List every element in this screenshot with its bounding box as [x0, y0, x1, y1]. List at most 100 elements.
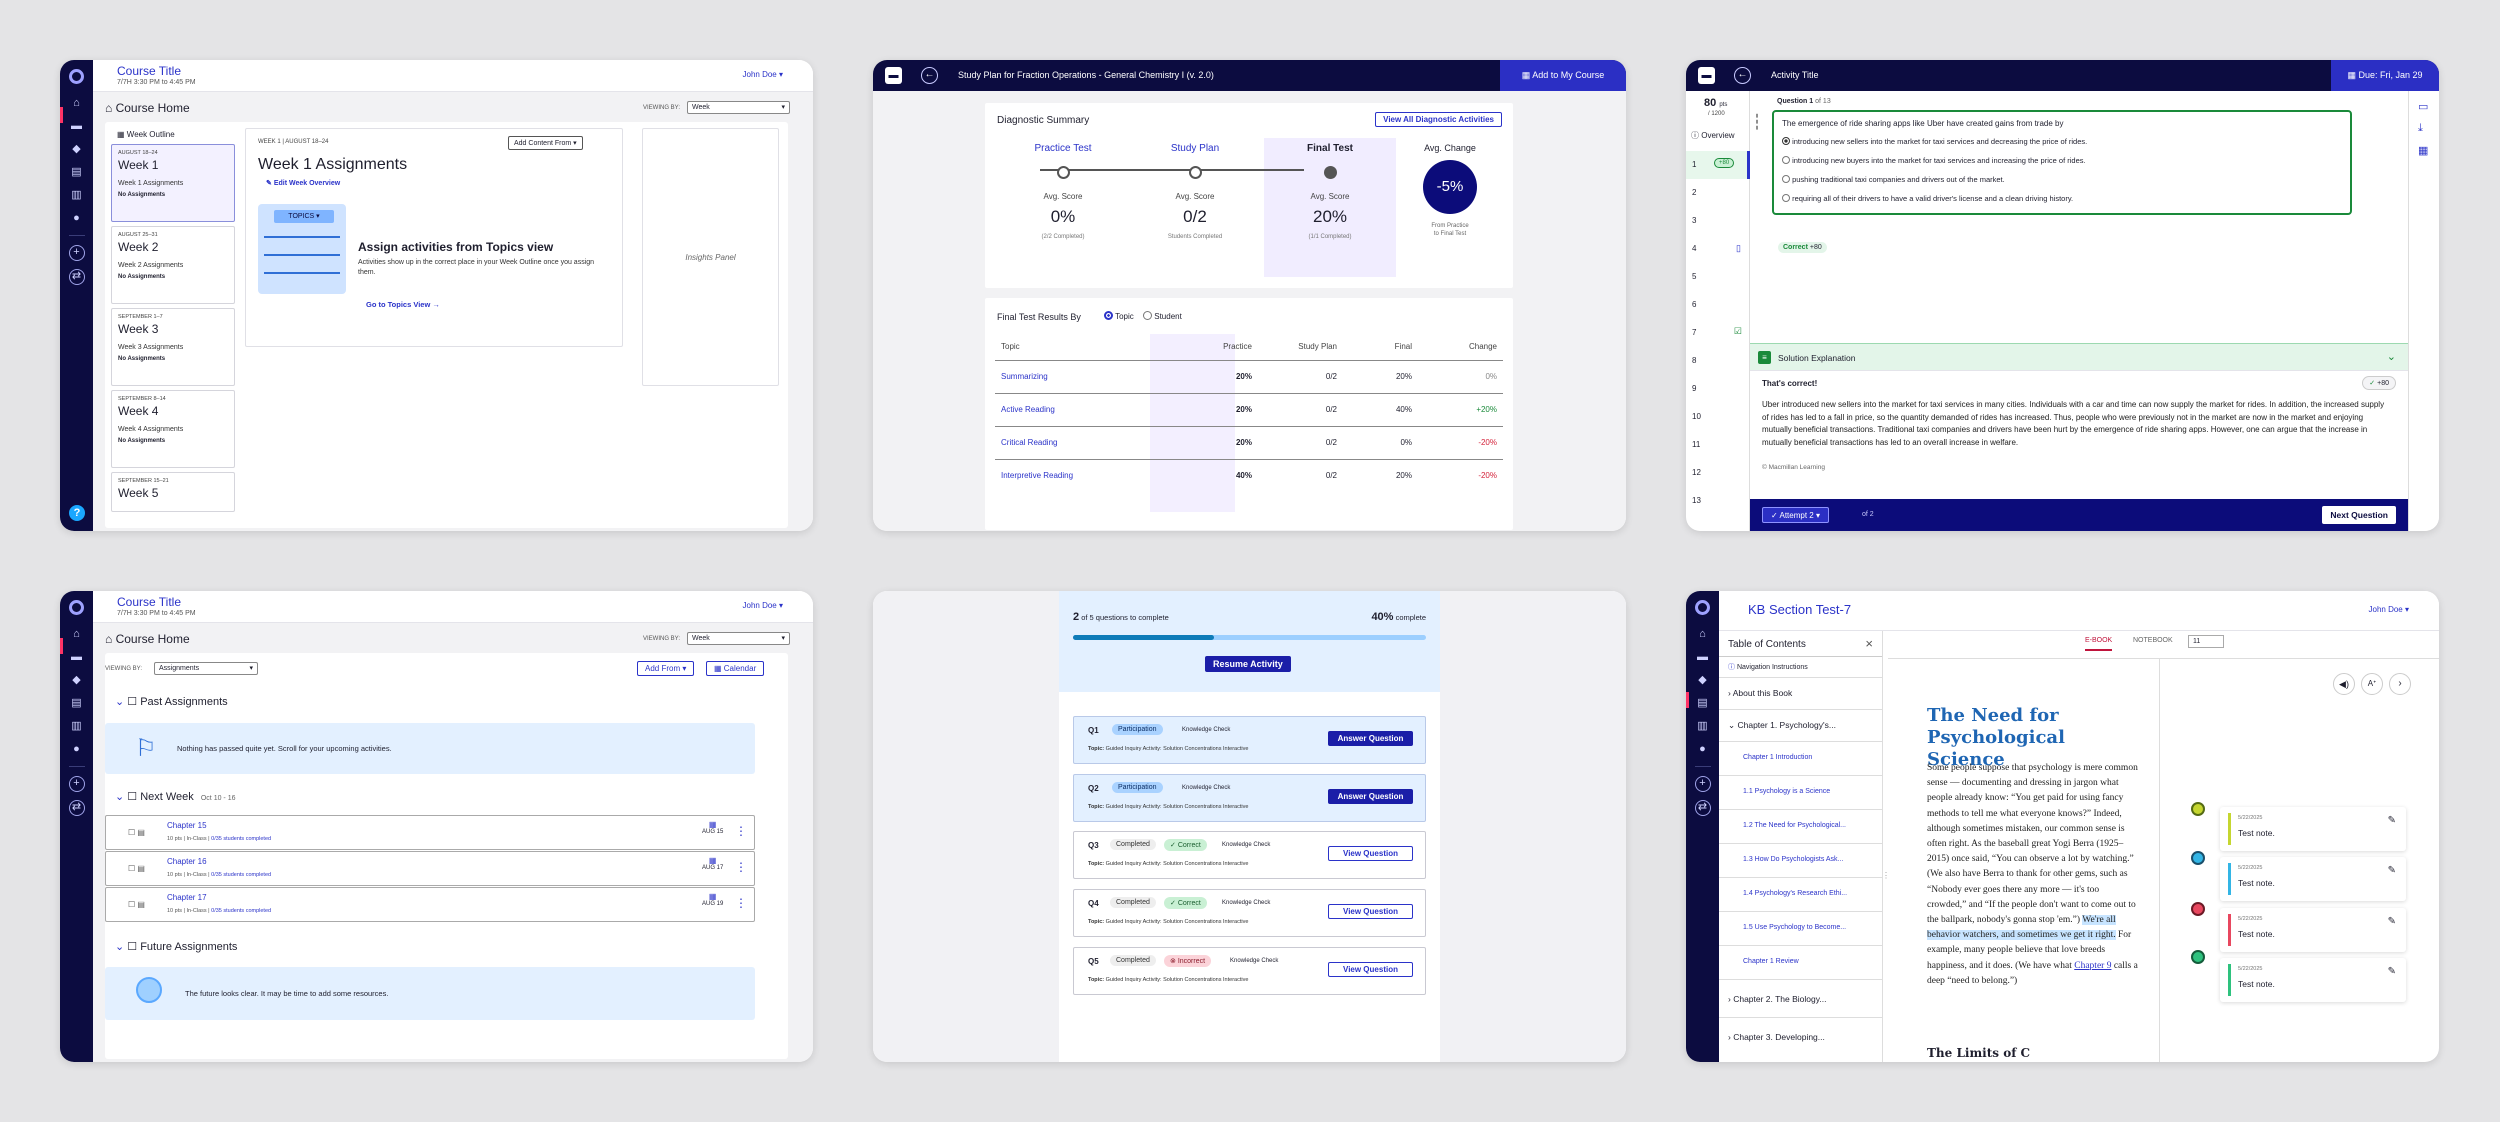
graduation-cap-icon[interactable]: ◆ [72, 143, 81, 155]
tab-ebook[interactable]: E-BOOK [2085, 637, 2113, 651]
home-icon[interactable]: ⌂ [1699, 628, 1706, 640]
chevron-down-icon[interactable]: ⌄ [2386, 351, 2396, 363]
due-date-button[interactable]: ▦ Due: Fri, Jan 29 [2331, 60, 2439, 91]
page-number-input[interactable]: 11 [2188, 635, 2224, 648]
add-icon[interactable]: + [1694, 776, 1711, 792]
toc-subitem[interactable]: 1.5 Use Psychology to Become... [1719, 911, 1882, 945]
course-title[interactable]: Course Title [117, 595, 182, 609]
nav-instructions[interactable]: ⓘ Navigation Instructions [1728, 662, 1808, 672]
viewing-by-select[interactable]: Week ▾ [687, 101, 790, 114]
swap-icon[interactable]: ⇄ [1694, 800, 1711, 816]
add-icon[interactable]: + [68, 776, 85, 792]
add-to-my-course-button[interactable]: ▦ Add to My Course [1500, 60, 1626, 91]
q-nav-8[interactable]: 8 [1692, 356, 1697, 365]
topic-link[interactable]: Interpretive Reading [1001, 471, 1074, 481]
pencil-icon[interactable]: ✎ [2387, 865, 2396, 876]
add-from-button[interactable]: Add From ▾ [637, 661, 695, 676]
option-3[interactable]: pushing traditional taxi companies and d… [1782, 175, 2005, 184]
swap-icon[interactable]: ⇄ [68, 269, 85, 285]
more-vertical-icon[interactable]: ⋮ [735, 860, 747, 874]
note-card-1[interactable]: 5/22/2025 Test note. ✎ [2220, 807, 2406, 851]
toc-subitem[interactable]: 1.2 The Need for Psychological... [1719, 809, 1882, 843]
toc-subitem[interactable]: 1.1 Psychology is a Science [1719, 775, 1882, 809]
overview-link[interactable]: ⓘ Overview [1691, 131, 1735, 140]
text-size-icon[interactable]: Aᐩ [2361, 673, 2383, 695]
people-icon[interactable]: ● [1699, 743, 1706, 755]
col-name[interactable]: Study Plan [1170, 143, 1220, 154]
user-menu[interactable]: John Doe ▾ [742, 601, 784, 610]
more-vertical-icon[interactable]: ⋮ [735, 824, 747, 838]
folder-icon[interactable]: ▬ [885, 67, 902, 84]
comment-icon[interactable]: ▭ [2418, 101, 2429, 113]
week-card-5[interactable]: SEPTEMBER 15–21 Week 5 [111, 472, 235, 512]
toc-subitem[interactable]: Chapter 1 Review [1719, 945, 1882, 979]
help-icon[interactable]: ? [69, 505, 85, 521]
answer-question-button[interactable]: Answer Question [1328, 731, 1413, 746]
q-nav-13[interactable]: 13 [1692, 496, 1701, 505]
folder-icon[interactable]: ▬ [1698, 67, 1715, 84]
more-vertical-icon[interactable]: ⋮ [735, 896, 747, 910]
completion-link[interactable]: 0/35 students completed [211, 908, 272, 914]
folder-icon[interactable]: ▬ [1697, 651, 1708, 663]
book-icon[interactable]: ▤ [71, 697, 82, 709]
past-heading[interactable]: ⌄ ☐ Past Assignments [115, 696, 228, 708]
download-icon[interactable]: ⤓ [2418, 122, 2423, 134]
book-icon[interactable]: ▤ [71, 166, 82, 178]
next-question-button[interactable]: Next Question [2322, 506, 2396, 524]
week-card-4[interactable]: SEPTEMBER 8–14 Week 4 Week 4 Assignments… [111, 390, 235, 468]
add-content-from-button[interactable]: Add Content From ▾ [508, 136, 583, 150]
chart-icon[interactable]: ▥ [71, 720, 82, 732]
topic-link[interactable]: Summarizing [1001, 372, 1048, 381]
close-icon[interactable]: × [1865, 636, 1873, 651]
chapter-link[interactable]: Chapter 9 [2074, 960, 2112, 971]
note-marker-icon[interactable] [2191, 950, 2205, 964]
graduation-cap-icon[interactable]: ◆ [1698, 674, 1707, 686]
option-1[interactable]: introducing new sellers into the market … [1782, 137, 2087, 146]
back-arrow-icon[interactable]: ← [1734, 67, 1751, 84]
people-icon[interactable]: ● [73, 743, 80, 755]
back-arrow-icon[interactable]: ← [921, 67, 938, 84]
future-heading[interactable]: ⌄ ☐ Future Assignments [115, 941, 238, 953]
q-nav-4[interactable]: 4 ▯ [1686, 235, 1750, 263]
list-item[interactable]: ☐ ▤ Chapter 15 10 pts | In-Class | 0/35 … [105, 815, 755, 850]
pencil-icon[interactable]: ✎ [2387, 966, 2396, 977]
q-nav-6[interactable]: 6 [1692, 300, 1697, 309]
week-card-1[interactable]: AUGUST 18–24 Week 1 Week 1 Assignments N… [111, 144, 235, 222]
toc-subitem[interactable]: 1.3 How Do Psychologists Ask... [1719, 843, 1882, 877]
toc-item-chapter-2[interactable]: › Chapter 2. The Biology... [1719, 979, 1882, 1017]
swap-icon[interactable]: ⇄ [68, 800, 85, 816]
completion-link[interactable]: 0/35 students completed [211, 872, 272, 878]
note-marker-icon[interactable] [2191, 902, 2205, 916]
book-icon[interactable]: ▤ [1697, 697, 1708, 709]
next-week-heading[interactable]: ⌄ ☐ Next Week Oct 10 - 16 [115, 791, 236, 803]
attempt-select[interactable]: ✓ Attempt 2 ▾ [1762, 507, 1829, 523]
tab-notebook[interactable]: NOTEBOOK [2133, 637, 2173, 644]
course-title[interactable]: Course Title [117, 64, 182, 78]
chevron-right-icon[interactable]: › [2389, 673, 2411, 695]
q-nav-5[interactable]: 5 [1692, 272, 1697, 281]
topic-link[interactable]: Active Reading [1001, 405, 1055, 414]
calculator-icon[interactable]: ▦ [2418, 145, 2429, 157]
solution-header[interactable]: ≡ Solution Explanation ⌄ [1750, 343, 2408, 370]
user-menu[interactable]: John Doe ▾ [742, 70, 784, 79]
note-card-4[interactable]: 5/22/2025 Test note. ✎ [2220, 958, 2406, 1002]
view-all-diagnostic-button[interactable]: View All Diagnostic Activities [1375, 112, 1502, 127]
q-nav-10[interactable]: 10 [1692, 412, 1701, 421]
completion-link[interactable]: 0/35 students completed [211, 836, 272, 842]
resume-activity-button[interactable]: Resume Activity [1205, 656, 1291, 672]
note-marker-icon[interactable] [2191, 851, 2205, 865]
row-checkbox[interactable]: ☐ ▤ [128, 900, 145, 909]
radio-student[interactable]: Student [1143, 311, 1182, 321]
calendar-button[interactable]: ▦ Calendar [706, 661, 765, 676]
toc-item-chapter-3[interactable]: › Chapter 3. Developing... [1719, 1017, 1882, 1055]
q-nav-12[interactable]: 12 [1692, 468, 1701, 477]
q-nav-3[interactable]: 3 [1692, 216, 1697, 225]
q-nav-7[interactable]: 7 ☑ [1686, 319, 1750, 347]
go-to-topics-link[interactable]: Go to Topics View → [366, 300, 440, 309]
toc-subitem[interactable]: Chapter 1 Introduction [1719, 741, 1882, 775]
note-card-2[interactable]: 5/22/2025 Test note. ✎ [2220, 857, 2406, 901]
folder-icon[interactable]: ▬ [71, 651, 82, 663]
answer-question-button[interactable]: Answer Question [1328, 789, 1413, 804]
resize-handle[interactable]: ⋮ [1882, 871, 1890, 880]
q-nav-11[interactable]: 11 [1692, 440, 1701, 449]
